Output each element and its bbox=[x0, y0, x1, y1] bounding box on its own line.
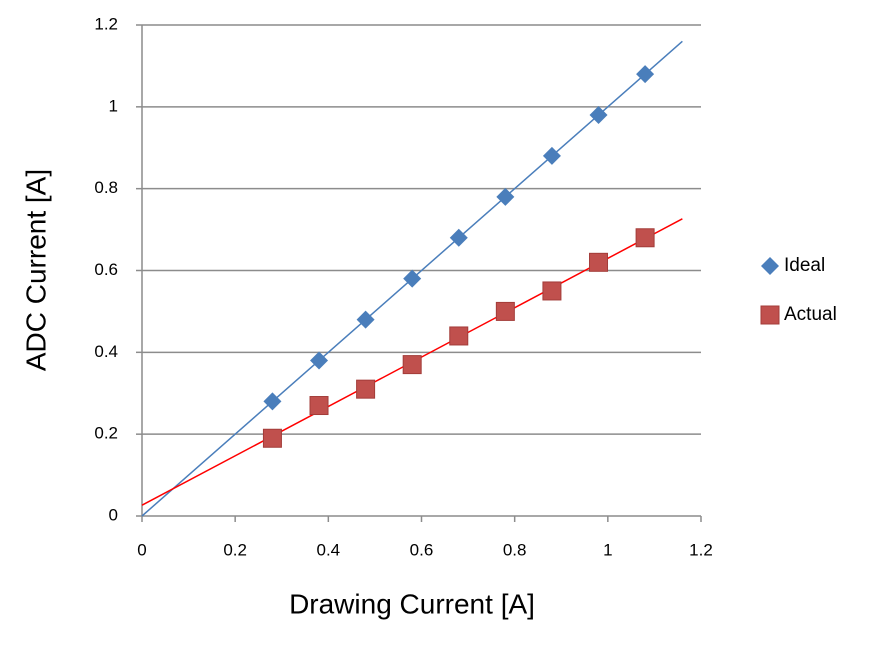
x-tick-label: 0.8 bbox=[503, 540, 527, 559]
point bbox=[542, 281, 562, 301]
point bbox=[356, 379, 376, 399]
y-axis-title: ADC Current [A] bbox=[20, 169, 51, 371]
x-tick-label: 0 bbox=[137, 540, 146, 559]
x-tick-label: 0.4 bbox=[317, 540, 341, 559]
legend-label: Ideal bbox=[784, 255, 825, 276]
x-axis-title: Drawing Current [A] bbox=[289, 588, 535, 619]
y-tick-label: 0.4 bbox=[94, 342, 118, 361]
x-tick-label: 1 bbox=[603, 540, 612, 559]
point bbox=[589, 106, 608, 125]
point bbox=[310, 351, 329, 370]
x-tick-label: 0.6 bbox=[410, 540, 434, 559]
point bbox=[542, 146, 561, 165]
x-tick-label: 0.2 bbox=[223, 540, 247, 559]
y-tick-label: 0.2 bbox=[94, 424, 118, 443]
y-tick-label: 0.6 bbox=[94, 260, 118, 279]
point bbox=[589, 252, 609, 272]
point bbox=[403, 269, 422, 288]
y-tick-label: 1 bbox=[109, 96, 118, 115]
point bbox=[309, 396, 329, 416]
point bbox=[496, 187, 515, 206]
point bbox=[262, 428, 282, 448]
point bbox=[636, 65, 655, 84]
point bbox=[449, 228, 468, 247]
legend-marker bbox=[760, 305, 780, 325]
point bbox=[449, 326, 469, 346]
y-tick-label: 1.2 bbox=[94, 14, 118, 33]
point bbox=[495, 301, 515, 321]
legend-marker bbox=[761, 257, 779, 275]
point bbox=[635, 228, 655, 248]
y-tick-label: 0 bbox=[109, 505, 118, 524]
y-tick-label: 0.8 bbox=[94, 178, 118, 197]
x-tick-label: 1.2 bbox=[689, 540, 713, 559]
legend-label: Actual bbox=[784, 304, 837, 325]
point bbox=[402, 355, 422, 375]
point bbox=[356, 310, 375, 329]
point bbox=[263, 392, 282, 411]
